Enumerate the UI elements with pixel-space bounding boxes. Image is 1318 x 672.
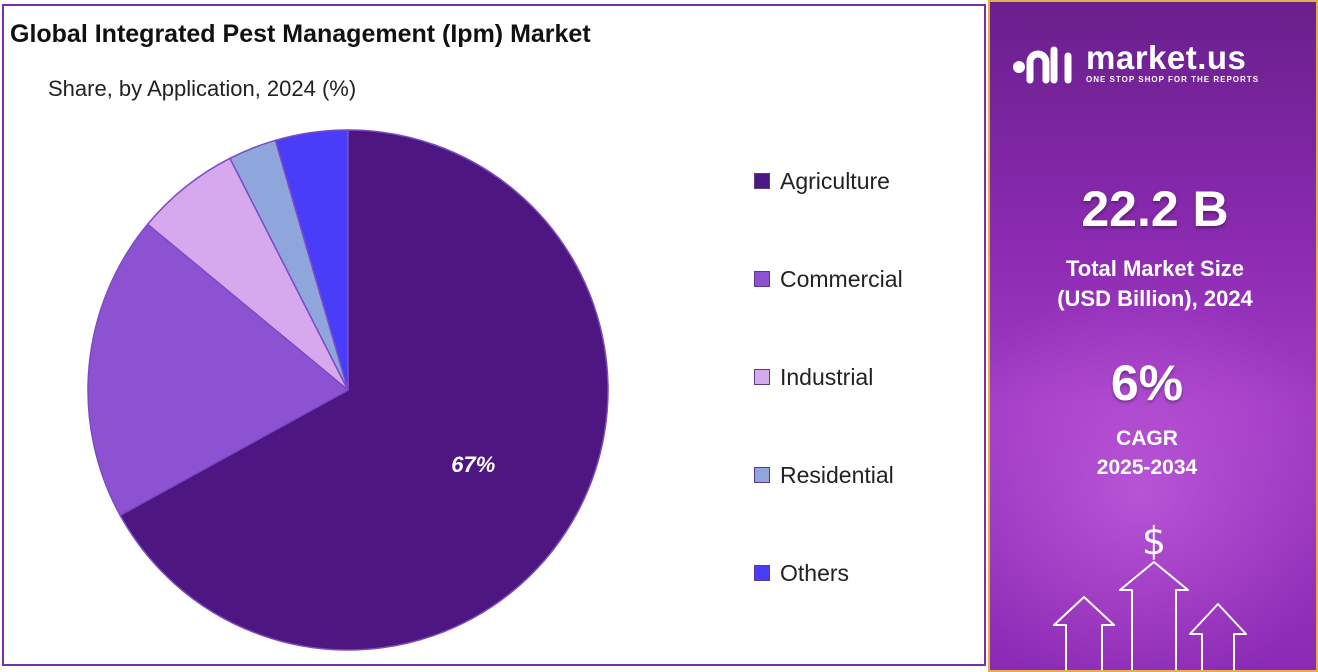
- legend-item-industrial: Industrial: [754, 362, 984, 392]
- legend-swatch: [754, 565, 770, 581]
- legend-item-residential: Residential: [754, 460, 984, 490]
- market-us-logo-icon: [1013, 46, 1072, 84]
- legend-label: Residential: [780, 461, 894, 488]
- legend-item-agriculture: Agriculture: [754, 166, 984, 196]
- chart-subtitle: Share, by Application, 2024 (%): [48, 76, 357, 101]
- dollar-sign-icon: $: [1142, 519, 1166, 563]
- market-size-label-line1: Total Market Size: [1065, 256, 1245, 281]
- legend-label: Commercial: [780, 265, 903, 292]
- legend-swatch: [754, 173, 770, 189]
- cagr-value: 6%: [1110, 355, 1184, 411]
- legend-swatch: [754, 271, 770, 287]
- legend-item-others: Others: [754, 558, 984, 588]
- legend-item-commercial: Commercial: [754, 264, 984, 294]
- legend-label: Industrial: [780, 363, 874, 390]
- market-summary-panel: market.us ONE STOP SHOP FOR THE REPORTS …: [988, 0, 1318, 672]
- brand-tagline: ONE STOP SHOP FOR THE REPORTS: [1086, 75, 1260, 84]
- pie-slice-others: [274, 129, 349, 391]
- legend-swatch: [754, 369, 770, 385]
- pie-slice-commercial: [87, 223, 350, 517]
- cagr-label-line2: 2025-2034: [1096, 456, 1198, 479]
- legend-swatch: [754, 467, 770, 483]
- market-size-value: 22.2 B: [1081, 181, 1229, 237]
- growth-arrows-icon: $: [1053, 519, 1247, 670]
- data-label-agriculture: 67%: [451, 452, 495, 477]
- market-us-logo: market.us ONE STOP SHOP FOR THE REPORTS: [1012, 40, 1259, 86]
- legend-label: Agriculture: [780, 167, 890, 194]
- brand-name: market.us: [1086, 39, 1247, 76]
- pie-chart: 67%: [87, 129, 609, 651]
- background-glow: [990, 282, 1316, 670]
- market-size-label-line2: (USD Billion), 2024: [1057, 286, 1253, 311]
- cagr-label-line1: CAGR: [1116, 427, 1178, 450]
- pie-slice-agriculture: [119, 129, 609, 651]
- chart-title: Global Integrated Pest Management (Ipm) …: [10, 20, 591, 48]
- chart-panel: Global Integrated Pest Management (Ipm) …: [2, 4, 986, 666]
- legend-label: Others: [780, 559, 850, 586]
